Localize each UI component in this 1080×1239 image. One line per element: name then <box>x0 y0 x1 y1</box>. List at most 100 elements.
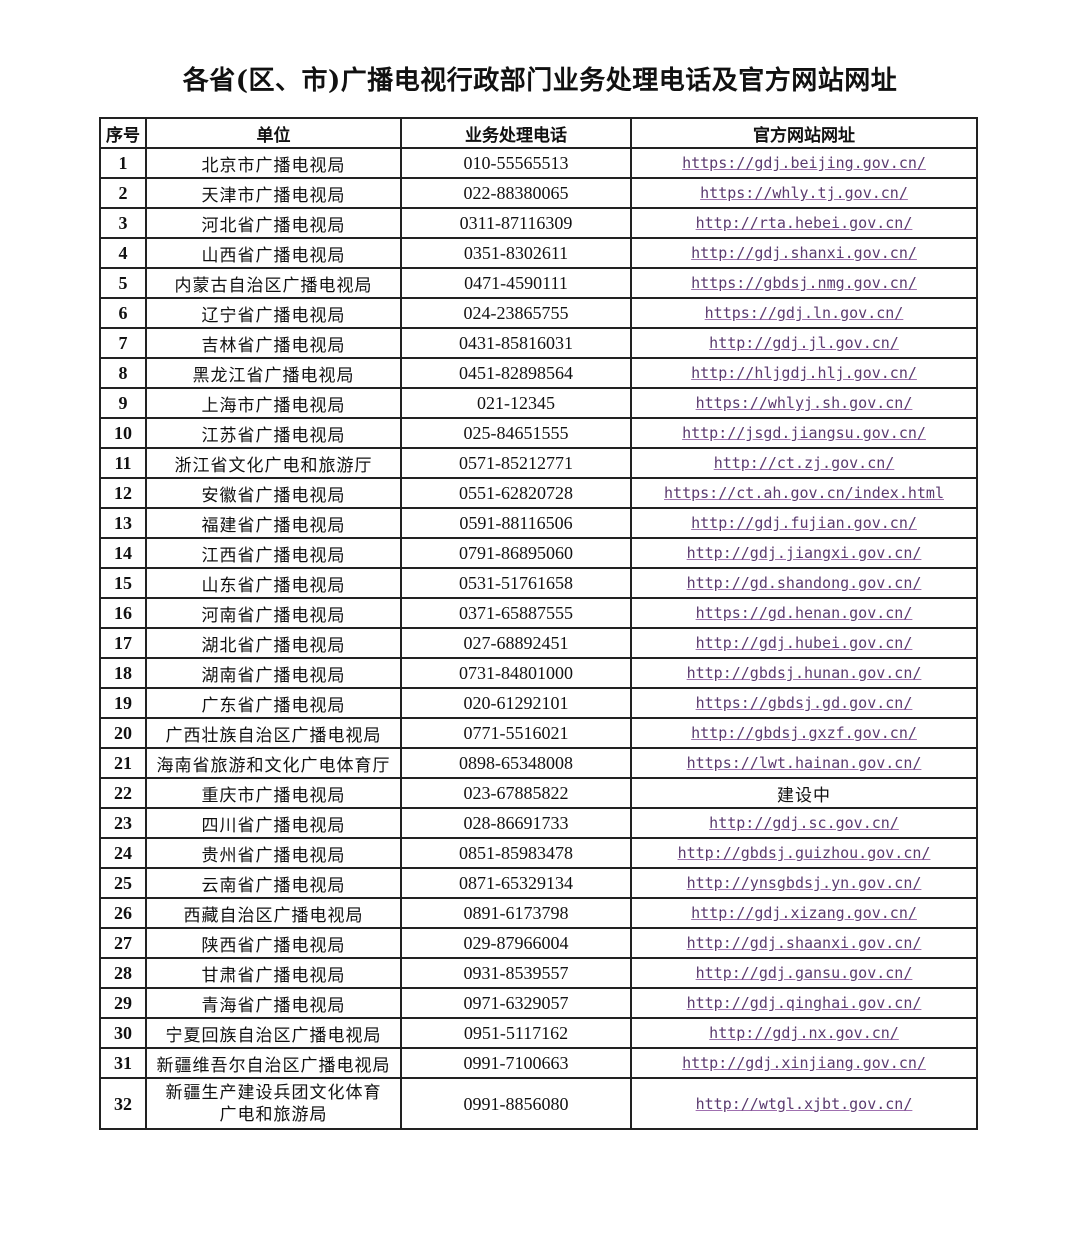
website-link[interactable]: http://gdj.xinjiang.gov.cn/ <box>682 1054 926 1072</box>
phone-number: 0898-65348008 <box>400 747 632 779</box>
unit-name: 上海市广播电视局 <box>145 387 402 419</box>
row-index: 11 <box>99 447 147 479</box>
phone-number: 028-86691733 <box>400 807 632 839</box>
table-row: 6 辽宁省广播电视局 024-23865755 https://gdj.ln.gov.… <box>99 297 978 329</box>
phone-number: 021-12345 <box>400 387 632 419</box>
unit-name: 内蒙古自治区广播电视局 <box>145 267 402 299</box>
website-link[interactable]: http://gd.shandong.gov.cn/ <box>686 574 922 592</box>
website-cell: http://gdj.gansu.gov.cn/ <box>630 957 978 989</box>
row-index: 4 <box>99 237 147 269</box>
table-row: 10 江苏省广播电视局 025-84651555 http://jsgd.jiangs… <box>99 417 978 449</box>
website-link[interactable]: http://rta.hebei.gov.cn/ <box>695 214 913 232</box>
website-link[interactable]: http://wtgl.xjbt.gov.cn/ <box>695 1094 913 1113</box>
unit-name: 福建省广播电视局 <box>145 507 402 539</box>
table-row: 18 湖南省广播电视局 0731-84801000 http://gbdsj.huna… <box>99 657 978 689</box>
unit-name: 重庆市广播电视局 <box>145 777 402 809</box>
website-link[interactable]: http://gdj.qinghai.gov.cn/ <box>686 994 922 1012</box>
unit-name: 西藏自治区广播电视局 <box>145 897 402 929</box>
row-index: 25 <box>99 867 147 899</box>
row-index: 31 <box>99 1047 147 1079</box>
phone-number: 0931-8539557 <box>400 957 632 989</box>
website-link[interactable]: https://lwt.hainan.gov.cn/ <box>686 754 922 772</box>
table-row: 5 内蒙古自治区广播电视局 0471-4590111 https://gbdsj.nm… <box>99 267 978 299</box>
phone-number: 023-67885822 <box>400 777 632 809</box>
unit-name: 湖南省广播电视局 <box>145 657 402 689</box>
website-cell: http://gdj.xizang.gov.cn/ <box>630 897 978 929</box>
row-index: 12 <box>99 477 147 509</box>
website-cell: https://whlyj.sh.gov.cn/ <box>630 387 978 419</box>
phone-number: 0311-87116309 <box>400 207 632 239</box>
website-cell: https://gbdsj.gd.gov.cn/ <box>630 687 978 719</box>
phone-number: 0551-62820728 <box>400 477 632 509</box>
unit-name: 北京市广播电视局 <box>145 147 402 179</box>
website-link[interactable]: http://gbdsj.guizhou.gov.cn/ <box>677 844 931 862</box>
website-link[interactable]: http://gdj.sc.gov.cn/ <box>709 814 899 832</box>
phone-number: 024-23865755 <box>400 297 632 329</box>
website-link[interactable]: http://gdj.hubei.gov.cn/ <box>695 634 913 652</box>
table-row: 30 宁夏回族自治区广播电视局 0951-5117162 http://gdj.nx.… <box>99 1017 978 1049</box>
row-index: 29 <box>99 987 147 1019</box>
website-cell: https://gdj.ln.gov.cn/ <box>630 297 978 329</box>
table-row: 13 福建省广播电视局 0591-88116506 http://gdj.fujian… <box>99 507 978 539</box>
unit-name: 河南省广播电视局 <box>145 597 402 629</box>
website-link[interactable]: http://ynsgbdsj.yn.gov.cn/ <box>686 874 922 892</box>
unit-name: 陕西省广播电视局 <box>145 927 402 959</box>
unit-name: 江苏省广播电视局 <box>145 417 402 449</box>
website-link[interactable]: https://gd.henan.gov.cn/ <box>695 604 913 622</box>
website-link[interactable]: https://whly.tj.gov.cn/ <box>700 184 908 202</box>
website-link[interactable]: https://gdj.beijing.gov.cn/ <box>682 154 926 172</box>
website-link[interactable]: http://gdj.fujian.gov.cn/ <box>691 514 917 532</box>
row-index: 7 <box>99 327 147 359</box>
website-cell: http://gd.shandong.gov.cn/ <box>630 567 978 599</box>
website-link[interactable]: http://gdj.jiangxi.gov.cn/ <box>686 544 922 562</box>
website-link[interactable]: https://gdj.ln.gov.cn/ <box>704 304 904 322</box>
table-row: 11 浙江省文化广电和旅游厅 0571-85212771 http://ct.zj.g… <box>99 447 978 479</box>
table-row: 21 海南省旅游和文化广电体育厅 0898-65348008 https://lwt.… <box>99 747 978 779</box>
header-website: 官方网站网址 <box>630 117 978 149</box>
row-index: 13 <box>99 507 147 539</box>
website-link[interactable]: http://gdj.shanxi.gov.cn/ <box>691 244 917 262</box>
phone-number: 025-84651555 <box>400 417 632 449</box>
table-row: 23 四川省广播电视局 028-86691733 http://gdj.sc.gov.… <box>99 807 978 839</box>
table-row: 28 甘肃省广播电视局 0931-8539557 http://gdj.gansu.g… <box>99 957 978 989</box>
website-link[interactable]: https://whlyj.sh.gov.cn/ <box>695 394 913 412</box>
unit-name: 江西省广播电视局 <box>145 537 402 569</box>
website-cell: http://gdj.nx.gov.cn/ <box>630 1017 978 1049</box>
website-cell: http://gdj.jl.gov.cn/ <box>630 327 978 359</box>
website-link[interactable]: http://hljgdj.hlj.gov.cn/ <box>691 364 917 382</box>
website-link[interactable]: https://gbdsj.nmg.gov.cn/ <box>691 274 917 292</box>
phone-number: 0791-86895060 <box>400 537 632 569</box>
phone-number: 0951-5117162 <box>400 1017 632 1049</box>
phone-number: 010-55565513 <box>400 147 632 179</box>
table-row: 4 山西省广播电视局 0351-8302611 http://gdj.shanxi.g… <box>99 237 978 269</box>
website-link[interactable]: http://gbdsj.gxzf.gov.cn/ <box>691 724 917 742</box>
website-link[interactable]: http://gdj.nx.gov.cn/ <box>709 1024 899 1042</box>
phone-number: 0731-84801000 <box>400 657 632 689</box>
unit-name: 新疆维吾尔自治区广播电视局 <box>145 1047 402 1079</box>
website-link[interactable]: http://gbdsj.hunan.gov.cn/ <box>686 664 922 682</box>
website-link[interactable]: http://gdj.xizang.gov.cn/ <box>691 904 917 922</box>
row-index: 21 <box>99 747 147 779</box>
table-row: 26 西藏自治区广播电视局 0891-6173798 http://gdj.xizan… <box>99 897 978 929</box>
website-link[interactable]: http://gdj.jl.gov.cn/ <box>709 334 899 352</box>
unit-name: 安徽省广播电视局 <box>145 477 402 509</box>
table-row: 27 陕西省广播电视局 029-87966004 http://gdj.shaanxi… <box>99 927 978 959</box>
website-cell: http://hljgdj.hlj.gov.cn/ <box>630 357 978 389</box>
website-link[interactable]: http://ct.zj.gov.cn/ <box>713 454 895 472</box>
website-link[interactable]: http://jsgd.jiangsu.gov.cn/ <box>682 424 926 442</box>
phone-number: 020-61292101 <box>400 687 632 719</box>
table-row: 16 河南省广播电视局 0371-65887555 https://gd.henan.… <box>99 597 978 629</box>
phone-number: 029-87966004 <box>400 927 632 959</box>
phone-number: 0371-65887555 <box>400 597 632 629</box>
table-row: 32 新疆生产建设兵团文化体育广电和旅游局 0991-8856080 http://w… <box>99 1077 978 1130</box>
website-link[interactable]: https://ct.ah.gov.cn/index.html <box>664 484 944 502</box>
website-link[interactable]: https://gbdsj.gd.gov.cn/ <box>695 694 913 712</box>
website-link[interactable]: http://gdj.shaanxi.gov.cn/ <box>686 934 922 952</box>
website-cell: http://rta.hebei.gov.cn/ <box>630 207 978 239</box>
unit-name: 甘肃省广播电视局 <box>145 957 402 989</box>
unit-name: 新疆生产建设兵团文化体育广电和旅游局 <box>145 1077 402 1130</box>
unit-name: 海南省旅游和文化广电体育厅 <box>145 747 402 779</box>
table-body: 1 北京市广播电视局 010-55565513 https://gdj.beijing… <box>99 147 978 1130</box>
website-cell: http://gdj.fujian.gov.cn/ <box>630 507 978 539</box>
website-link[interactable]: http://gdj.gansu.gov.cn/ <box>695 964 913 982</box>
